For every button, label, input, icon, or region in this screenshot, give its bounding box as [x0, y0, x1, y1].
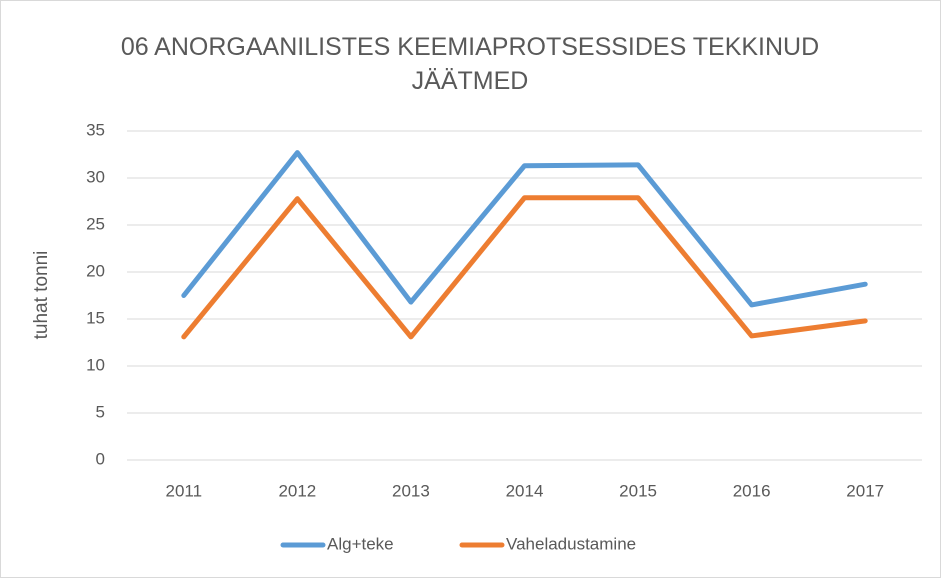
- y-tick-label: 0: [96, 449, 105, 468]
- x-tick-label: 2013: [392, 481, 430, 500]
- x-tick-label: 2015: [619, 481, 657, 500]
- x-tick-label: 2016: [733, 481, 771, 500]
- y-tick-label: 5: [96, 402, 105, 421]
- y-tick-label: 30: [86, 167, 105, 186]
- y-tick-label: 25: [86, 214, 105, 233]
- legend-label: Vaheladustamine: [506, 534, 636, 553]
- x-tick-label: 2014: [506, 481, 544, 500]
- legend-label: Alg+teke: [327, 534, 394, 553]
- x-tick-label: 2011: [166, 481, 203, 500]
- chart-title: 06 ANORGAANILISTES KEEMIAPROTSESSIDES TE…: [120, 33, 820, 95]
- y-tick-label: 35: [86, 120, 105, 139]
- y-tick-label: 15: [86, 308, 105, 327]
- x-tick-label: 2012: [278, 481, 316, 500]
- y-axis-label: tuhat tonni: [31, 251, 52, 340]
- series-line: [181, 195, 868, 340]
- y-tick-label: 10: [86, 355, 105, 374]
- x-tick-label: 2017: [846, 481, 884, 500]
- series-line: [181, 150, 868, 308]
- y-tick-label: 20: [86, 261, 105, 280]
